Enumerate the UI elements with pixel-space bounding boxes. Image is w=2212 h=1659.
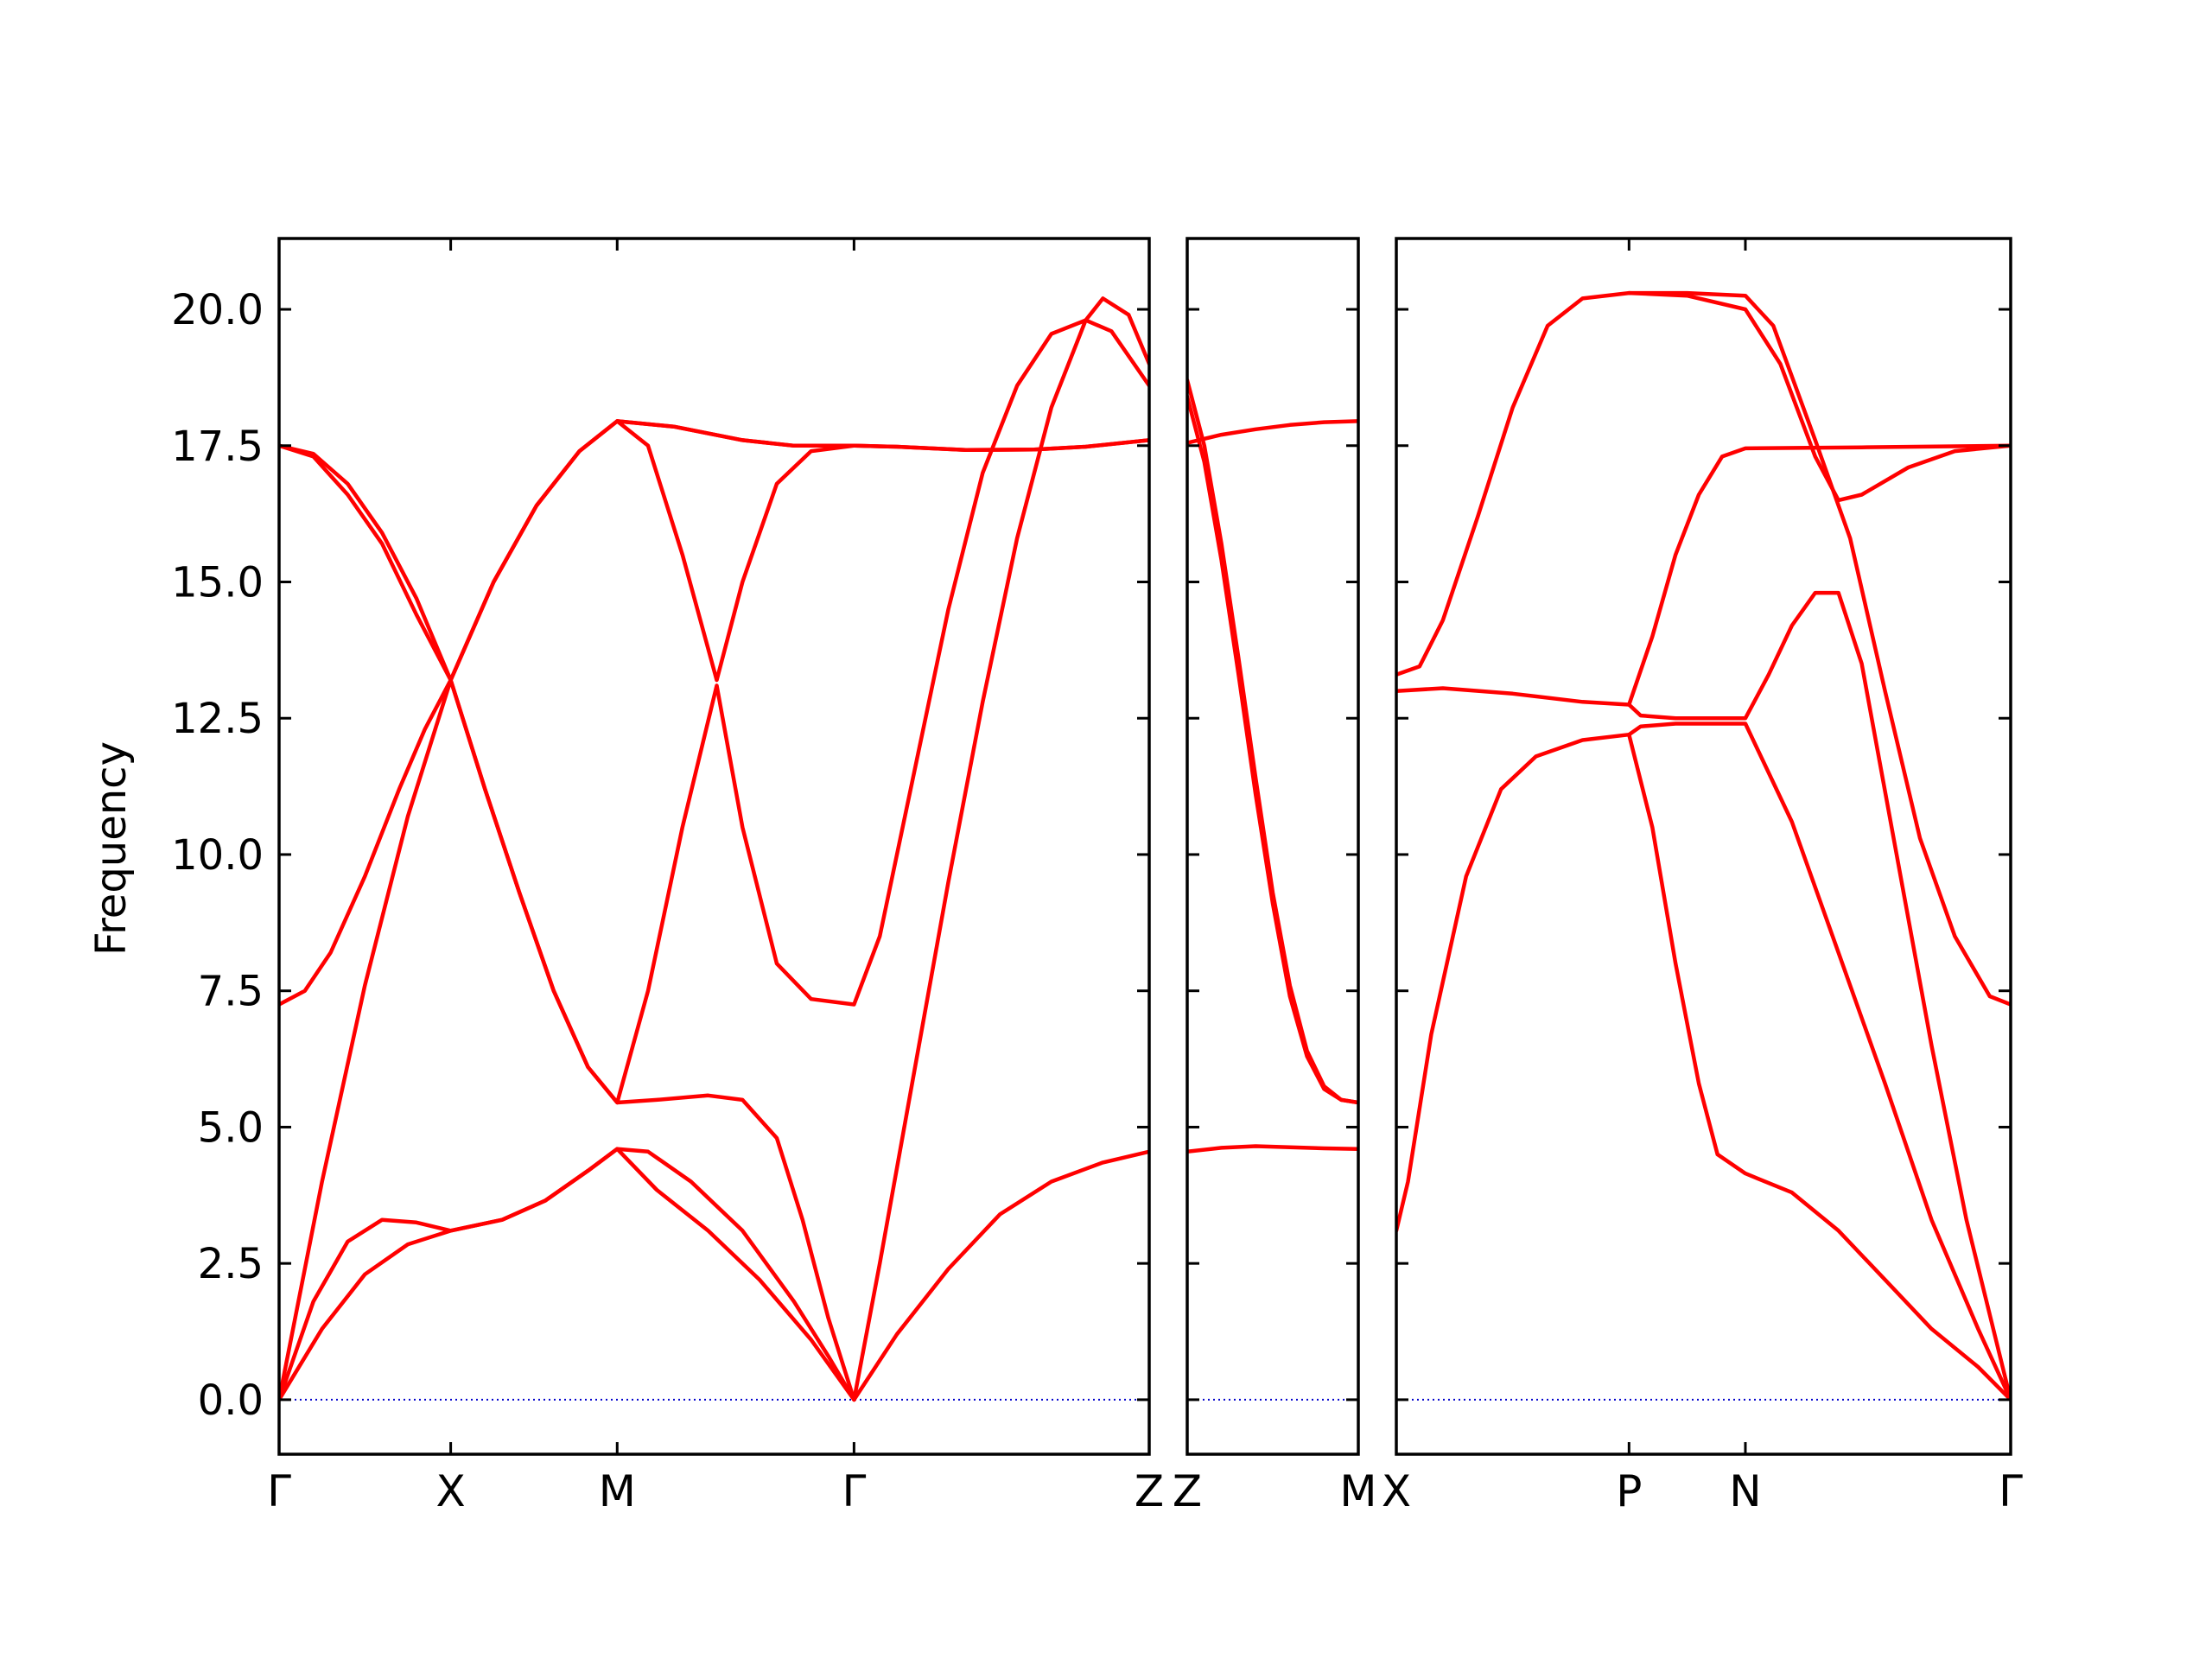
x-tick-label: Γ (1999, 1466, 2023, 1516)
y-tick-label: 15.0 (171, 558, 264, 607)
band-line (1396, 290, 2011, 677)
band-line (615, 419, 856, 683)
panel-frame (277, 237, 1151, 1456)
x-tick-label: Z (1173, 1466, 1202, 1516)
band-line (1396, 686, 1631, 707)
y-tick-label: 2.5 (198, 1240, 264, 1288)
band-line (1627, 290, 2011, 1007)
band-line (279, 419, 1149, 1007)
band-line (852, 296, 1149, 1402)
y-tick-label: 5.0 (198, 1103, 264, 1152)
panel-frame (1185, 237, 1360, 1456)
band-line (1627, 590, 2011, 1402)
y-tick-label: 7.5 (198, 968, 264, 1016)
x-tick-label: M (599, 1466, 636, 1516)
band-line (1187, 419, 1358, 445)
band-line (852, 1149, 1149, 1402)
panel-1: Γ X M Γ Z 0.0 2.5 5.0 7.5 10.0 12.5 15.0 17.5 20.0 (171, 237, 1164, 1516)
x-tick-label: P (1616, 1466, 1642, 1516)
x-tick-label: Γ (842, 1466, 866, 1516)
band-lines (279, 296, 1149, 1402)
band-line (1627, 443, 2011, 707)
panel-frame (1395, 237, 2012, 1456)
band-line (1187, 1144, 1358, 1154)
x-tick-label: M (1339, 1466, 1376, 1516)
x-tick-label: X (435, 1466, 465, 1516)
band-line (1187, 378, 1358, 1105)
band-line (1396, 732, 1631, 1233)
x-tick-label: N (1729, 1466, 1761, 1516)
x-tick-label: Γ (267, 1466, 291, 1516)
y-axis-label: Frequency (87, 741, 136, 956)
band-line (279, 1147, 856, 1402)
band-lines (1396, 290, 2011, 1402)
band-line (1627, 721, 2011, 1402)
x-tick-label: X (1382, 1466, 1411, 1516)
band-lines (1187, 378, 1358, 1154)
x-tick-label: Z (1135, 1466, 1164, 1516)
y-tick-label: 17.5 (171, 423, 264, 471)
band-line (1187, 394, 1358, 1105)
y-tick-label: 20.0 (171, 286, 264, 334)
band-line (279, 419, 1149, 1402)
y-tick-label: 10.0 (171, 831, 264, 880)
band-line (1627, 732, 2011, 1402)
y-tick-label: 0.0 (198, 1376, 264, 1425)
y-tick-label: 12.5 (171, 695, 264, 743)
band-line (279, 318, 1149, 1105)
